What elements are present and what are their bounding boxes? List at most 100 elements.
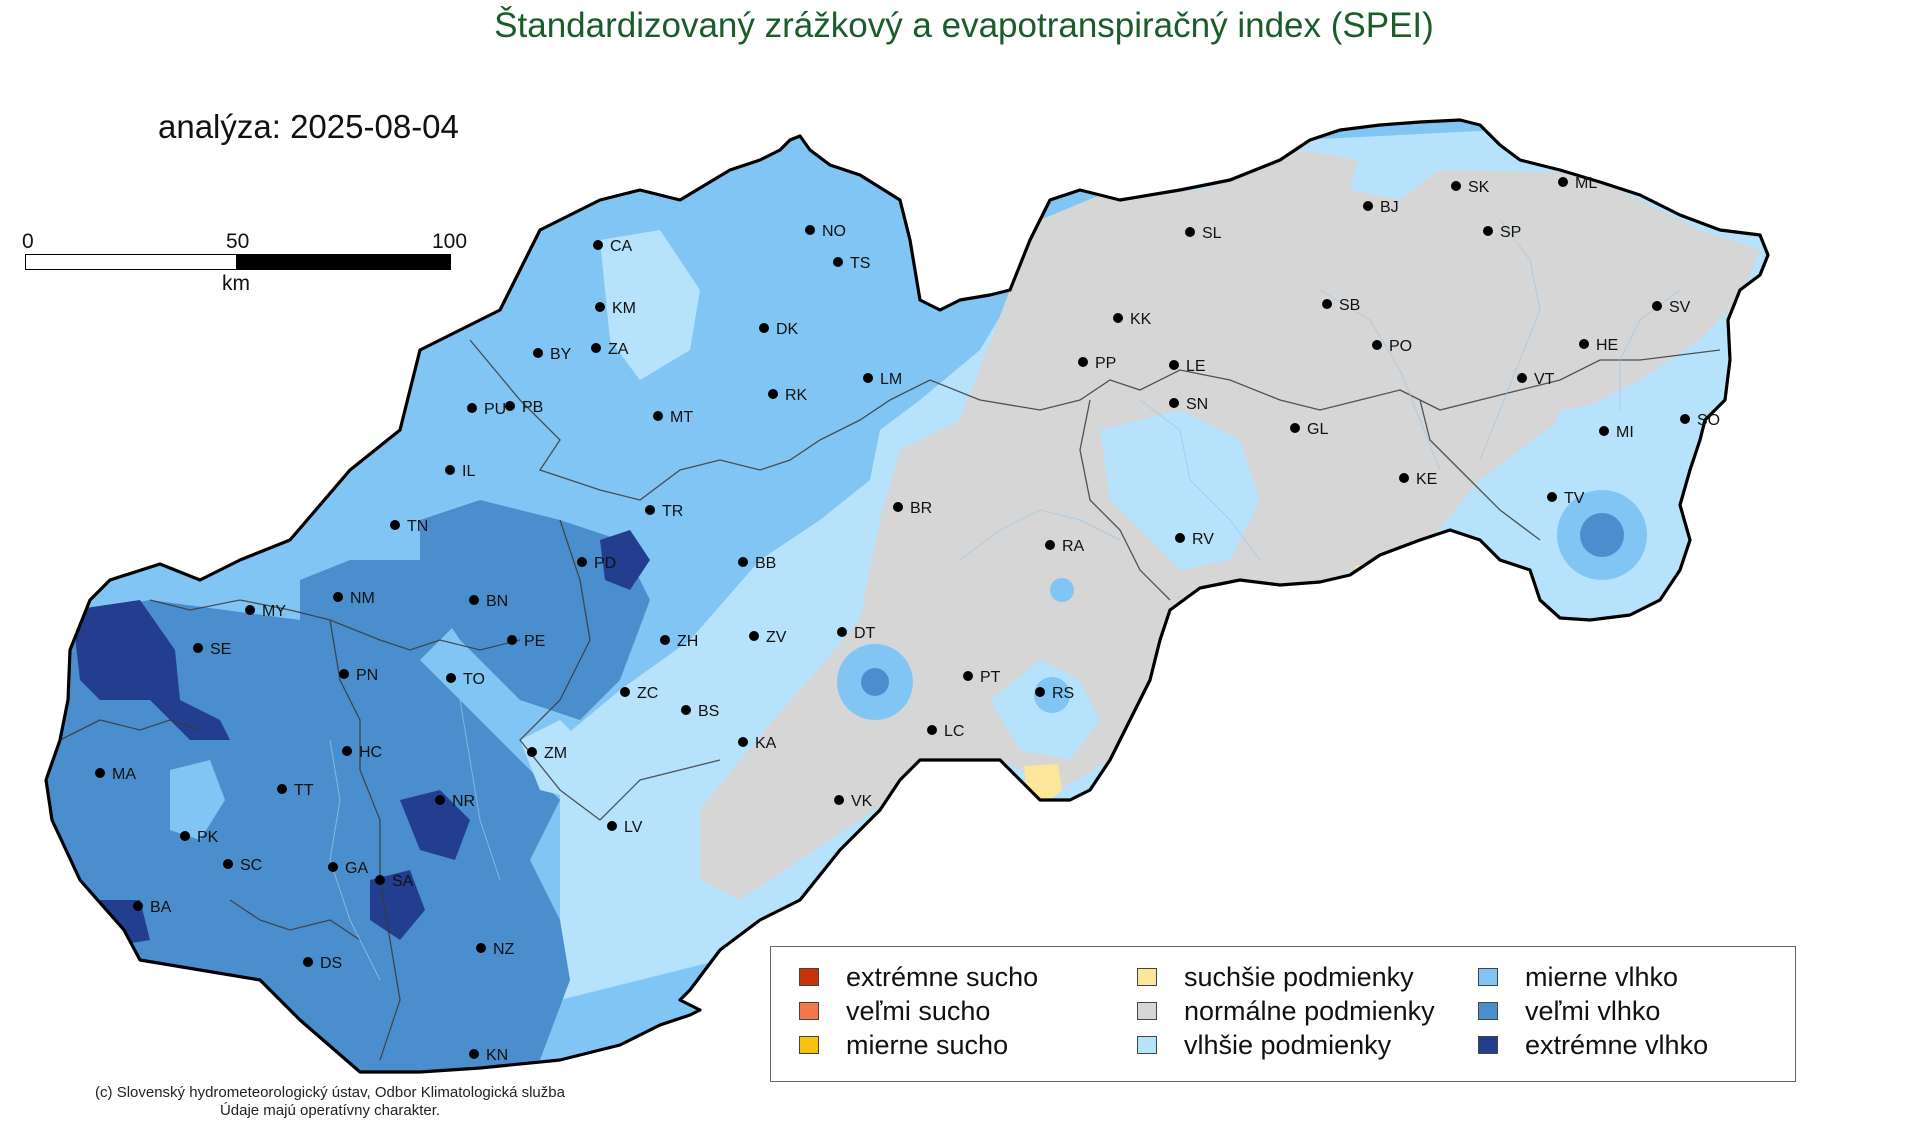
station-label: SP [1500,224,1521,241]
station-dot [681,705,691,715]
station-label: IL [462,463,475,480]
country-border [44,118,1770,1074]
station-dot [507,635,517,645]
station-dot [95,768,105,778]
credit: (c) Slovenský hydrometeorologický ústav,… [20,1084,640,1120]
region-borders [59,339,1721,1061]
station-label: TN [407,518,428,535]
station-dot [1078,357,1088,367]
station-dot [738,737,748,747]
station-dot [1290,423,1300,433]
station-label: BR [910,500,932,517]
station-dot [577,557,587,567]
station-label: KE [1416,471,1437,488]
station-label: BY [550,346,572,363]
station-dot [620,687,630,697]
station-label: TO [463,671,485,688]
station-label: ZM [544,745,567,762]
station-label: BS [698,703,719,720]
station-label: LC [944,723,964,740]
station-label: ZC [637,685,658,702]
station-dot [446,673,456,683]
station-dot [1045,540,1055,550]
station-dot [1035,687,1045,697]
station-label: GL [1307,421,1328,438]
station-dot [1185,227,1195,237]
station-dot [328,862,338,872]
station-label: BN [486,593,508,610]
station-dot [469,595,479,605]
station-dot [435,795,445,805]
station-dot [445,465,455,475]
station-label: RA [1062,538,1085,555]
station-dot [863,373,873,383]
station-dot [1363,201,1373,211]
legend-swatch [1478,1036,1498,1054]
station-label: SB [1339,297,1360,314]
station-label: PE [524,633,545,650]
scale-bar-white [25,254,237,270]
station-label: MA [112,766,136,783]
station-dot [593,240,603,250]
legend: extrémne sucho veľmi sucho mierne sucho suc… [770,946,1796,1082]
legend-label: extrémne sucho [846,962,1039,992]
station-label: DK [776,321,799,338]
legend-swatch [1478,1002,1498,1020]
station-label: MY [262,603,286,620]
legend-swatch [1137,1036,1157,1054]
station-label: PU [484,401,506,418]
station-label: SV [1669,299,1691,316]
station-dot [193,643,203,653]
station-dot [595,302,605,312]
station-dot [591,343,601,353]
station-label: KM [612,300,636,317]
station-dot [1579,339,1589,349]
station-label: DT [854,625,876,642]
station-label: NO [822,223,846,240]
analysis-date: analýza: 2025-08-04 [158,108,459,145]
station-dot [1547,492,1557,502]
station-dot [527,747,537,757]
legend-label: veľmi vlhko [1525,996,1661,1026]
station-label: TR [662,503,683,520]
legend-label: veľmi sucho [846,996,991,1026]
legend-label: normálne podmienky [1184,996,1435,1026]
station-dot [390,520,400,530]
station-label: LV [624,819,643,836]
station-label: DS [320,955,342,972]
station-label: MI [1616,424,1634,441]
station-label: PO [1389,338,1412,355]
station-dot [607,821,617,831]
station-dot [738,557,748,567]
station-dot [1169,360,1179,370]
station-label: RV [1192,531,1214,548]
station-dot [1113,313,1123,323]
station-dot [375,875,385,885]
legend-label: suchšie podmienky [1184,962,1414,992]
station-label: SO [1697,412,1720,429]
station-label: BJ [1380,199,1399,216]
station-dot [927,725,937,735]
station-label: SE [210,641,231,658]
station-label: SA [392,873,414,890]
scale-tick-50: 50 [226,230,250,253]
station-label: SC [240,857,262,874]
station-label: ZA [608,341,629,358]
legend-swatch [799,1002,819,1020]
station-dot [833,257,843,267]
station-label: PD [594,555,616,572]
station-label: BA [150,899,172,916]
station-dot [768,389,778,399]
station-dot [805,225,815,235]
station-label: KA [755,735,777,752]
station-label: NR [452,793,475,810]
station-dot [1680,414,1690,424]
station-label: TS [850,255,870,272]
station-dot [834,795,844,805]
station-label: SL [1202,225,1222,242]
station-dot [1175,533,1185,543]
station-label: MT [670,409,693,426]
station-dot [1399,473,1409,483]
station-label: RS [1052,685,1074,702]
legend-label: vlhšie podmienky [1184,1030,1392,1060]
